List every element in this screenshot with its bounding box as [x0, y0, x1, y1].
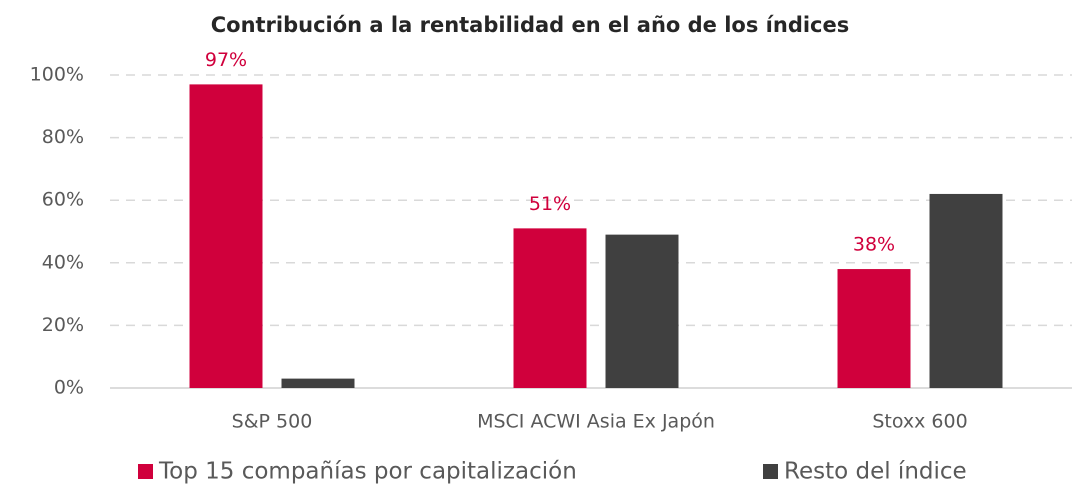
- y-tick-label: 0%: [54, 377, 84, 399]
- y-tick-label: 60%: [42, 189, 84, 211]
- x-tick-label: Stoxx 600: [872, 411, 967, 433]
- legend-swatch: [763, 464, 778, 479]
- y-tick-label: 40%: [42, 251, 84, 273]
- y-tick-label: 20%: [42, 314, 84, 336]
- value-label: 51%: [529, 193, 571, 215]
- bar: [605, 234, 679, 388]
- bar: [929, 193, 1003, 388]
- bar: [189, 84, 263, 388]
- legend-label: Top 15 compañías por capitalización: [158, 459, 577, 485]
- value-label: 97%: [205, 49, 247, 71]
- value-label: 38%: [853, 234, 895, 256]
- x-tick-label: MSCI ACWI Asia Ex Japón: [477, 411, 715, 433]
- bar: [513, 228, 587, 388]
- legend-swatch: [138, 464, 153, 479]
- legend-label: Resto del índice: [784, 459, 967, 485]
- bar: [281, 378, 355, 388]
- bar: [837, 269, 911, 388]
- y-tick-label: 100%: [30, 64, 84, 86]
- y-tick-label: 80%: [42, 126, 84, 148]
- chart-title: Contribución a la rentabilidad en el año…: [211, 13, 850, 37]
- x-tick-label: S&P 500: [232, 411, 313, 433]
